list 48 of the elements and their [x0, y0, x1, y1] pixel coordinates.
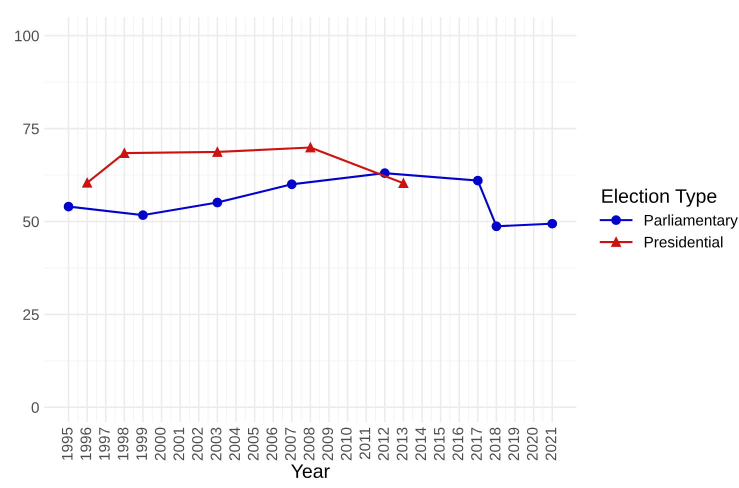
point [472, 176, 483, 186]
x-tick-label: 2000 [154, 428, 166, 460]
legend-title: Election Type [602, 188, 716, 207]
x-tick-label: 2007 [285, 428, 296, 460]
x-tick-label: 2019 [508, 428, 520, 460]
x-tick-label: 2021 [546, 428, 556, 460]
x-tick-label: 2015 [434, 428, 445, 460]
x-tick-label: 2011 [359, 428, 370, 460]
x-tick-label: 2020 [526, 428, 538, 460]
x-tick-label: 2001 [173, 428, 184, 460]
x-tick-label: 2013 [396, 428, 408, 460]
point [547, 218, 558, 229]
point [64, 202, 74, 212]
point [492, 221, 502, 232]
point [306, 142, 316, 152]
point [398, 178, 408, 188]
x-tick-label: 1996 [80, 428, 92, 460]
y-tick-label: 100 [15, 30, 39, 42]
x-tick-label: 2003 [210, 428, 222, 460]
x-tick-label: 1999 [136, 428, 148, 460]
x-tick-label: 1998 [118, 428, 128, 460]
y-tick-label: 0 [32, 402, 39, 413]
point [119, 148, 130, 158]
x-tick-label: 2002 [192, 428, 203, 460]
legend-label: Presidential [644, 236, 722, 248]
x-axis-title: Year [291, 464, 330, 478]
y-tick-label: 50 [23, 216, 39, 228]
x-tick-label: 2014 [415, 427, 426, 460]
x-tick-label: 2009 [322, 428, 334, 460]
point [212, 147, 222, 157]
x-tick-label: 2012 [378, 428, 389, 460]
x-tick-label: 2006 [266, 428, 278, 460]
x-tick-label: 2010 [340, 428, 352, 460]
x-tick-label: 2004 [229, 427, 240, 460]
point [82, 178, 92, 188]
point [138, 210, 148, 220]
x-tick-label: 2016 [452, 428, 464, 460]
x-tick-label: 2018 [490, 428, 501, 460]
y-tick-label: 25 [23, 309, 39, 320]
legend-label: Parliamentary [644, 214, 738, 229]
x-tick-label: 1995 [62, 428, 73, 460]
x-tick-label: 1997 [99, 428, 110, 460]
point [212, 198, 222, 208]
y-tick-label: 75 [23, 124, 39, 134]
x-tick-label: 2017 [471, 428, 482, 460]
x-tick-label: 2005 [248, 428, 259, 460]
point [286, 179, 297, 190]
x-tick-label: 2008 [304, 428, 314, 460]
